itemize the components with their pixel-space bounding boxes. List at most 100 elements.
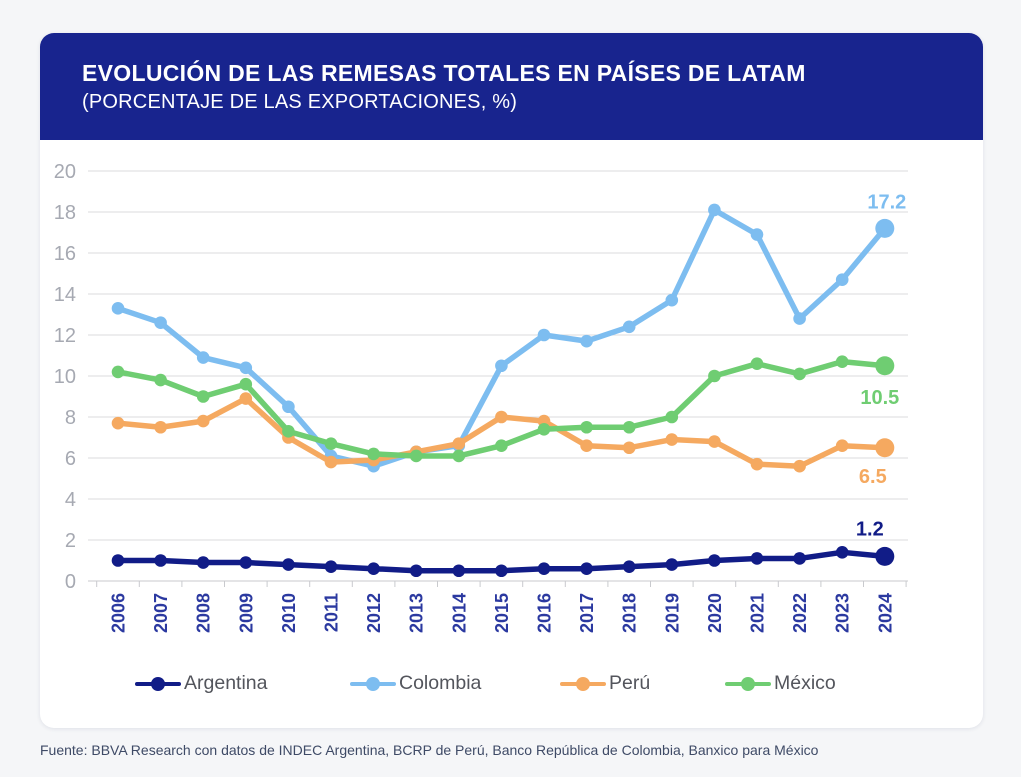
data-point-méxico-2008 [196,390,210,403]
legend-item-colombia: Colombia [350,672,481,695]
x-axis-label-2020: 2020 [705,593,725,633]
x-axis-label-2013: 2013 [407,593,427,633]
data-point-méxico-2010 [282,425,295,438]
data-point-perú-2011 [324,455,338,469]
data-point-perú-2008 [196,414,210,428]
data-point-perú-2023 [835,439,849,453]
data-point-perú-2020 [708,435,721,448]
data-point-argentina-2014 [452,564,466,578]
x-axis-label-2018: 2018 [620,593,640,633]
data-point-perú-2007 [154,420,167,434]
y-axis-label-4: 4 [65,489,76,511]
data-point-argentina-2016 [537,562,551,575]
data-point-méxico-2012 [367,447,380,461]
x-axis-label-2012: 2012 [364,593,384,633]
x-axis-label-2023: 2023 [833,593,853,633]
x-axis-label-2007: 2007 [151,593,171,633]
data-point-méxico-2023 [835,355,849,368]
data-point-argentina-2009 [239,556,253,569]
x-axis-label-2024: 2024 [875,593,895,633]
data-point-méxico-2024 [875,356,895,376]
y-axis-label-2: 2 [65,530,76,552]
legend-item-méxico: México [725,672,836,695]
data-point-colombia-2024 [875,218,895,238]
data-point-colombia-2017 [580,334,593,348]
data-point-méxico-2009 [239,377,253,391]
data-point-méxico-2017 [580,420,593,434]
data-point-méxico-2018 [622,420,636,434]
x-axis-label-2015: 2015 [492,593,512,633]
data-point-colombia-2008 [196,351,210,364]
data-point-méxico-2022 [793,367,806,381]
data-point-argentina-2015 [495,564,508,578]
data-point-argentina-2007 [154,554,167,567]
y-axis-label-18: 18 [54,202,76,224]
legend-marker-icon [725,676,771,691]
chart-title: EVOLUCIÓN DE LAS REMESAS TOTALES EN PAÍS… [82,60,806,86]
chart-card: EVOLUCIÓN DE LAS REMESAS TOTALES EN PAÍS… [40,33,983,728]
data-point-argentina-2020 [708,554,721,567]
data-point-perú-2019 [665,433,679,446]
x-axis-label-2008: 2008 [194,593,214,633]
data-point-perú-2014 [452,437,466,450]
data-point-perú-2021 [750,457,764,471]
data-point-colombia-2015 [495,359,508,373]
legend-item-argentina: Argentina [135,672,267,695]
data-point-méxico-2019 [665,410,679,424]
legend-item-perú: Perú [560,672,650,695]
data-point-méxico-2013 [409,449,423,463]
data-point-perú-2015 [495,410,508,424]
y-axis-label-10: 10 [54,366,76,388]
data-point-argentina-2021 [750,552,764,565]
data-point-colombia-2019 [665,293,679,307]
x-axis-label-2009: 2009 [236,593,256,633]
data-point-colombia-2016 [537,328,551,342]
data-point-argentina-2017 [580,562,593,575]
data-point-méxico-2007 [154,373,167,387]
source-note: Fuente: BBVA Research con datos de INDEC… [40,742,819,758]
end-label-perú: 6.5 [859,466,887,488]
end-label-méxico: 10.5 [860,387,899,409]
data-point-colombia-2010 [282,400,295,414]
data-point-colombia-2021 [750,228,764,241]
legend-marker-icon [560,676,606,691]
x-axis-label-2016: 2016 [535,593,555,633]
data-point-argentina-2012 [367,562,380,575]
data-point-colombia-2018 [622,320,636,334]
data-point-colombia-2020 [708,203,721,217]
data-point-argentina-2024 [875,546,895,566]
chart-svg: 0 2 4 6 8 10 12 14 16 18 20 2006 2007 2008 2009 2010 201… [54,161,908,633]
data-point-colombia-2022 [793,312,806,325]
data-point-méxico-2014 [452,449,466,463]
data-point-perú-2009 [239,392,253,405]
y-axis-label-0: 0 [65,571,76,593]
data-point-méxico-2015 [495,439,508,453]
data-point-colombia-2009 [239,361,253,375]
data-point-argentina-2013 [409,564,423,578]
data-point-colombia-2007 [154,316,167,329]
chart-legend: Argentina Colombia Perú México [40,672,983,704]
data-point-méxico-2020 [708,369,721,383]
x-axis-label-2017: 2017 [577,593,597,633]
data-point-argentina-2010 [282,558,295,571]
data-point-méxico-2016 [537,423,551,436]
data-point-argentina-2018 [622,560,636,573]
legend-marker-icon [135,676,181,691]
y-axis-label-6: 6 [65,448,76,470]
y-axis-label-20: 20 [54,161,76,183]
legend-label-perú: Perú [609,672,651,694]
data-point-perú-2006 [111,416,125,430]
legend-label-argentina: Argentina [184,672,268,694]
legend-label-colombia: Colombia [399,672,482,694]
data-point-perú-2017 [580,439,593,453]
data-point-perú-2024 [875,438,895,458]
x-axis-label-2011: 2011 [322,593,342,632]
x-axis-label-2006: 2006 [109,593,129,633]
series-line-perú [115,395,888,469]
data-point-colombia-2006 [111,302,125,315]
data-point-méxico-2021 [750,357,764,370]
data-point-colombia-2023 [835,273,849,286]
x-axis-label-2014: 2014 [449,593,469,633]
data-point-perú-2018 [622,441,636,455]
y-axis-label-16: 16 [54,243,76,265]
